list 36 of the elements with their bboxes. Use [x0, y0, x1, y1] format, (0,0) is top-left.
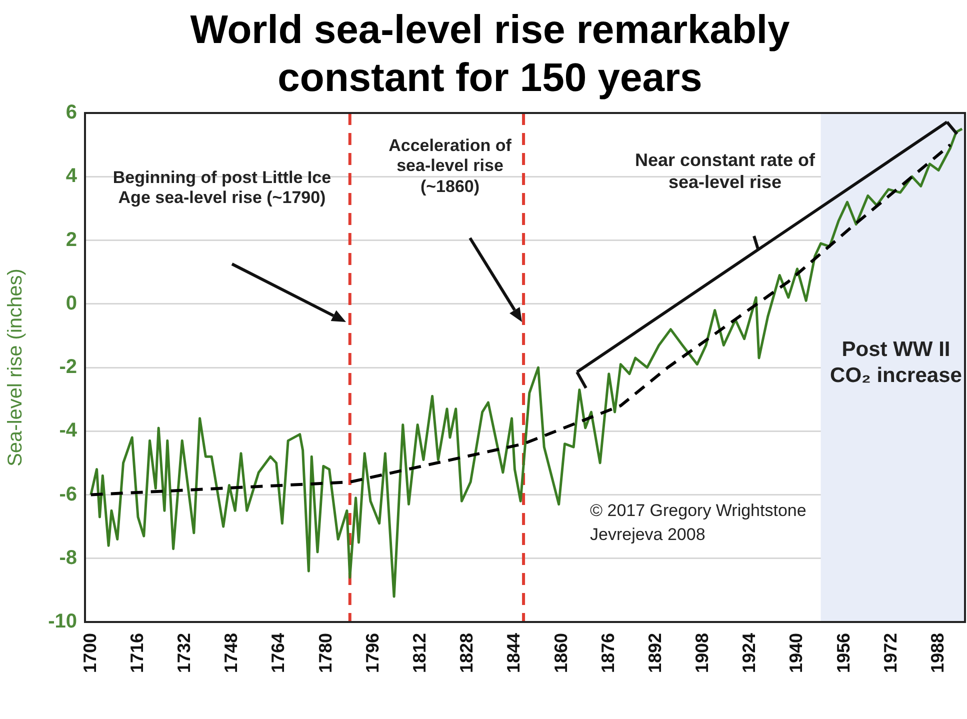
y-tick-label: -6 — [59, 483, 77, 506]
x-tick-label: 1732 — [174, 633, 194, 674]
x-tick-label: 1780 — [315, 633, 336, 674]
x-tick-label: 1892 — [644, 633, 665, 674]
x-tick-label: 1908 — [692, 633, 712, 674]
y-tick-label: 0 — [66, 292, 77, 314]
x-tick-label: 1956 — [833, 633, 854, 674]
x-tick-label: 1700 — [80, 633, 100, 674]
annotation: © 2017 Gregory Wrightstone — [590, 501, 808, 522]
y-axis-title: Sea-level rise (inches) — [4, 268, 27, 466]
y-tick-label: -8 — [59, 546, 77, 569]
x-tick-label: 1988 — [927, 633, 948, 674]
y-tick-label: -2 — [59, 356, 77, 378]
y-tick-label: -4 — [59, 420, 78, 442]
y-tick-label: 2 — [66, 228, 77, 251]
x-tick-label: 1716 — [126, 633, 147, 674]
y-tick-label: 6 — [66, 102, 77, 124]
chart-title: World sea-level rise remarkably constant for 150 years — [189, 7, 791, 102]
x-tick-label: 1812 — [409, 633, 430, 674]
y-tick-label: -10 — [48, 610, 77, 633]
x-tick-label: 1844 — [504, 633, 524, 674]
y-tick-label: 4 — [66, 165, 78, 188]
ref-line-label: Beginning of post Little Ice Age sea-level rise (~1790) — [112, 168, 332, 209]
x-tick-label: 1748 — [221, 633, 242, 674]
x-tick-label: 1924 — [739, 633, 760, 674]
x-tick-label: 1764 — [268, 633, 288, 674]
band-label: Post WW II CO₂ increase — [829, 337, 963, 390]
annotation: Near constant rate of sea-level rise — [634, 150, 816, 194]
ref-line-label: Acceleration of sea-level rise (~1860) — [388, 136, 512, 198]
x-tick-label: 1796 — [362, 633, 382, 674]
annotation: Jevrejeva 2008 — [590, 525, 706, 546]
x-tick-label: 1876 — [598, 633, 618, 674]
x-tick-label: 1860 — [550, 633, 571, 674]
x-tick-label: 1940 — [786, 633, 806, 674]
x-tick-label: 1972 — [880, 633, 900, 674]
x-tick-label: 1828 — [456, 633, 477, 674]
